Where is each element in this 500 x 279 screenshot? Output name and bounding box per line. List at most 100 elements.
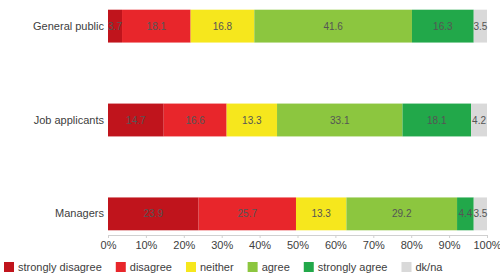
bar-segment (108, 197, 199, 230)
bar-segment (122, 10, 191, 43)
tick-mark (373, 235, 374, 238)
data-label: 16.6 (185, 115, 205, 126)
tick: General public (33, 20, 108, 32)
bar-segment (108, 104, 164, 137)
data-label: 3.7 (108, 21, 122, 32)
tick-label: 100% (473, 239, 500, 251)
tick: 60% (325, 235, 347, 251)
bar-segment (108, 10, 122, 43)
data-label: 3.5 (473, 208, 487, 219)
data-label: 3.5 (473, 21, 487, 32)
tick: 50% (287, 235, 309, 251)
bar-segment (412, 10, 474, 43)
data-label: 18.1 (147, 21, 167, 32)
tick-mark (222, 235, 223, 238)
tick: Managers (55, 207, 108, 219)
data-label: 14.7 (126, 115, 146, 126)
legend-swatch (248, 262, 258, 272)
tick-label: 80% (401, 239, 423, 251)
legend-swatch (401, 262, 411, 272)
tick-label: 30% (211, 239, 233, 251)
tick: 30% (211, 235, 233, 251)
tick-label: 0% (101, 239, 117, 251)
bar-segment (277, 104, 402, 137)
legend-item: dk/na (401, 261, 443, 273)
legend-label: neither (200, 261, 234, 273)
bar-segment (402, 104, 471, 137)
bar-segment (346, 197, 457, 230)
data-labels: 3.7 14.7 23.9 18.1 16.6 25.7 16.8 13.3 13.3 41.6 3… (108, 21, 488, 220)
legend-label: agree (262, 261, 290, 273)
tick: 100% (473, 235, 500, 251)
data-label: 33.1 (330, 115, 350, 126)
data-label: 4.2 (472, 115, 486, 126)
tick: 70% (363, 235, 385, 251)
tick-mark (335, 235, 336, 238)
legend-swatch (4, 262, 14, 272)
tick: 0% (101, 235, 117, 251)
legend-swatch (186, 262, 196, 272)
bar-segment (471, 104, 487, 137)
legend-item: agree (248, 261, 290, 273)
tick-label: 90% (439, 239, 461, 251)
bar-segment (227, 104, 277, 137)
tick-label: 60% (325, 239, 347, 251)
data-label: 16.8 (213, 21, 233, 32)
plot: 3.7 14.7 23.9 18.1 16.6 25.7 16.8 13.3 13.3 41.6 3… (33, 6, 500, 251)
tick-label: 10% (135, 239, 157, 251)
tick-label: General public (33, 20, 104, 32)
bar-segment (474, 197, 487, 230)
tick-mark (184, 235, 185, 238)
tick-mark (449, 235, 450, 238)
chart: 3.7 14.7 23.9 18.1 16.6 25.7 16.8 13.3 13.3 41.6 3… (0, 0, 500, 279)
tick-label: Job applicants (34, 114, 105, 126)
legend-label: strongly disagree (18, 261, 102, 273)
legend-swatch (304, 262, 314, 272)
legend-swatch (116, 262, 126, 272)
bar-segment (199, 197, 296, 230)
bar-segment (296, 197, 346, 230)
data-label: 4.4 (458, 208, 472, 219)
legend-label: disagree (130, 261, 172, 273)
x-axis: 0% 10% 20% 30% 40% 50% 60% 70% 80% 90% 100% (101, 235, 500, 251)
tick: 90% (439, 235, 461, 251)
data-label: 18.1 (427, 115, 447, 126)
legend: strongly disagree disagree neither agree str… (4, 261, 443, 273)
legend-label: strongly agree (318, 261, 388, 273)
y-axis: General public Job applicants Managers (33, 6, 108, 236)
axis-line (108, 6, 109, 236)
tick-mark (146, 235, 147, 238)
legend-item: neither (186, 261, 234, 273)
bars (108, 10, 487, 231)
tick-label: 50% (287, 239, 309, 251)
data-label: 41.6 (323, 21, 343, 32)
data-label: 23.9 (144, 208, 164, 219)
tick: 40% (249, 235, 271, 251)
tick-label: 70% (363, 239, 385, 251)
tick-label: 20% (173, 239, 195, 251)
data-label: 25.7 (238, 208, 258, 219)
legend-label: dk/na (415, 261, 443, 273)
tick-mark (487, 235, 488, 238)
tick-mark (298, 235, 299, 238)
data-label: 16.3 (433, 21, 453, 32)
tick-mark (108, 235, 109, 238)
tick-mark (411, 235, 412, 238)
bar-segment (474, 10, 487, 43)
data-label: 13.3 (242, 115, 262, 126)
bar-segment (254, 10, 412, 43)
bar-segment (457, 197, 474, 230)
tick: Job applicants (34, 114, 108, 126)
tick: 80% (401, 235, 423, 251)
data-label: 29.2 (392, 208, 412, 219)
legend-item: disagree (116, 261, 172, 273)
legend-item: strongly agree (304, 261, 388, 273)
tick-label: Managers (55, 207, 104, 219)
tick-label: 40% (249, 239, 271, 251)
bar-segment (164, 104, 227, 137)
tick-mark (260, 235, 261, 238)
data-label: 13.3 (311, 208, 331, 219)
legend-item: strongly disagree (4, 261, 102, 273)
bar-segment (191, 10, 255, 43)
tick: 10% (135, 235, 157, 251)
